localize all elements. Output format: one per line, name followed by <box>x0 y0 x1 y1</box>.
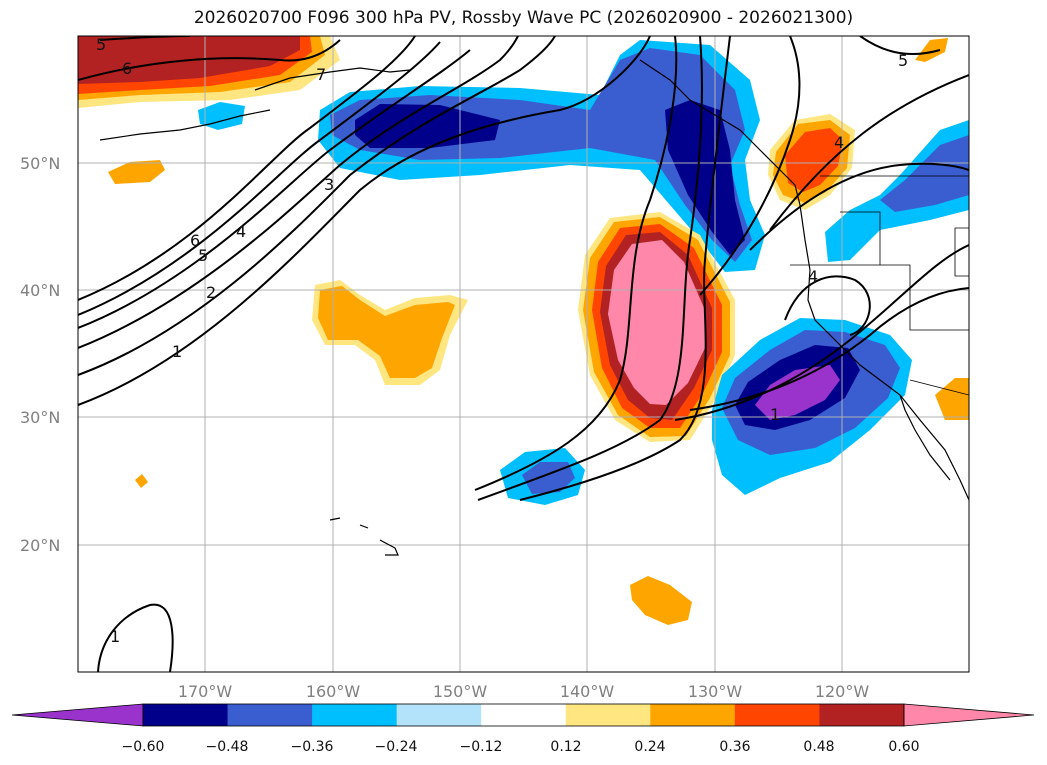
contour-trough-a <box>474 36 678 491</box>
contour-nw <box>78 39 341 81</box>
contour-5 <box>78 41 441 316</box>
contour-labels: 5 6 7 3 6 5 4 2 1 4 1 4 5 1 <box>96 35 908 646</box>
pv-contours <box>78 36 969 672</box>
contour-label: 5 <box>898 51 908 70</box>
colorbar-tick: 0.48 <box>803 739 834 755</box>
lon-label: 150°W <box>433 682 488 701</box>
lat-label: 30°N <box>20 408 60 427</box>
colorbar-tick: 0.24 <box>634 739 665 755</box>
contour-1 <box>78 36 651 406</box>
colorbar-segment <box>312 704 398 726</box>
contour-label: 5 <box>198 246 208 265</box>
contour-sw <box>97 603 174 672</box>
contour-trough-b <box>477 36 703 501</box>
contour-2 <box>78 36 556 376</box>
anomaly-shading <box>78 36 969 625</box>
colorbar-extend-low <box>11 703 144 727</box>
figure-title: 2026020700 F096 300 hPa PV, Rossby Wave … <box>193 8 854 28</box>
anomaly-wc-orange <box>318 286 455 378</box>
map-frame <box>77 35 970 673</box>
contour-east-3 <box>859 36 941 56</box>
contour-label: 7 <box>316 65 326 84</box>
colorbar-tick-labels: −0.60 −0.48 −0.36 −0.24 −0.12 0.12 0.24 … <box>122 739 920 755</box>
anomaly-small-2 <box>135 474 148 488</box>
colorbar-tick: −0.48 <box>206 739 249 755</box>
longitude-labels: 170°W 160°W 150°W 140°W 130°W 120°W <box>178 682 870 701</box>
colorbar-tick: 0.36 <box>719 739 750 755</box>
contour-4 <box>78 49 471 329</box>
anomaly-small-1 <box>108 160 165 184</box>
contour-3 <box>78 36 519 349</box>
lat-label: 50°N <box>20 154 60 173</box>
lat-label: 20°N <box>20 536 60 555</box>
colorbar <box>11 703 1035 727</box>
lon-label: 140°W <box>560 682 615 701</box>
contour-label: 1 <box>110 627 120 646</box>
contour-trough-c <box>519 36 731 501</box>
contour-east <box>749 162 969 251</box>
lon-label: 160°W <box>306 682 361 701</box>
anomaly-npac-blue <box>330 48 752 262</box>
colorbar-segment <box>819 704 905 726</box>
colorbar-segment <box>565 704 651 726</box>
anomaly-gulf-navy <box>665 100 745 255</box>
anomaly-south-orange <box>630 576 692 625</box>
contour-ridge-b <box>674 244 969 421</box>
contour-label: 3 <box>324 175 334 194</box>
colorbar-tick: −0.24 <box>375 739 418 755</box>
gridlines <box>78 36 969 672</box>
anomaly-far-ne <box>915 38 948 62</box>
anomaly-npac-navy <box>355 104 500 148</box>
lon-label: 170°W <box>178 682 233 701</box>
coastlines <box>99 59 969 556</box>
contour-label: 4 <box>834 133 844 152</box>
colorbar-tick: −0.60 <box>122 739 165 755</box>
colorbar-tick: 0.12 <box>550 739 581 755</box>
contour-label: 1 <box>770 405 780 424</box>
colorbar-extend-high <box>903 703 1035 727</box>
colorbar-segment <box>650 704 736 726</box>
lat-label: 40°N <box>20 281 60 300</box>
contour-label: 4 <box>808 267 818 286</box>
contour-label: 6 <box>122 59 132 78</box>
latitude-labels: 50°N 40°N 30°N 20°N <box>20 154 60 555</box>
colorbar-frame <box>142 703 905 727</box>
contour-ridge-a <box>699 36 801 296</box>
colorbar-segment <box>143 704 229 726</box>
contour-label: 2 <box>206 283 216 302</box>
anomaly-se-purple <box>755 365 840 420</box>
colorbar-segment <box>481 704 567 726</box>
lon-label: 130°W <box>688 682 743 701</box>
lon-label: 120°W <box>815 682 870 701</box>
contour-label: 5 <box>96 35 106 54</box>
colorbar-segment <box>227 704 313 726</box>
colorbar-segment <box>734 704 820 726</box>
contour-mex <box>784 275 871 336</box>
contour-ridge-c <box>689 287 969 411</box>
anomaly-east-edge <box>935 378 969 420</box>
contour-east-2 <box>769 74 969 231</box>
colorbar-tick: −0.12 <box>460 739 503 755</box>
contour-label: 1 <box>172 342 182 361</box>
colorbar-tick: −0.36 <box>291 739 334 755</box>
contour-label: 6 <box>190 231 200 250</box>
contour-label: 4 <box>236 222 246 241</box>
anomaly-west-cyan <box>198 102 245 130</box>
colorbar-segment <box>396 704 482 726</box>
colorbar-tick: 0.60 <box>888 739 919 755</box>
anomaly-ne-blue <box>880 135 969 212</box>
contour-6 <box>78 36 416 301</box>
